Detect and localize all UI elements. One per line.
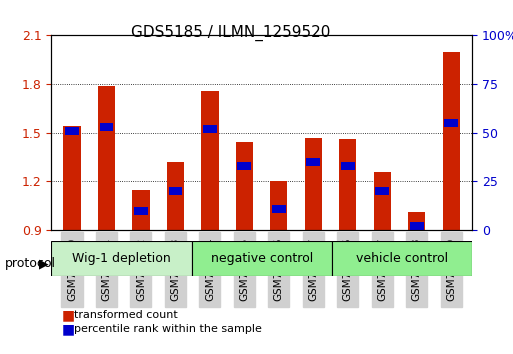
- Bar: [306, 158, 320, 166]
- Bar: [238, 162, 251, 170]
- Bar: [341, 162, 354, 170]
- FancyBboxPatch shape: [51, 241, 191, 276]
- FancyBboxPatch shape: [332, 241, 472, 276]
- Bar: [134, 207, 148, 215]
- Bar: [339, 139, 357, 230]
- Bar: [100, 123, 113, 131]
- Bar: [408, 212, 425, 230]
- Bar: [169, 187, 182, 195]
- Bar: [201, 91, 219, 230]
- Text: negative control: negative control: [210, 252, 313, 265]
- Bar: [132, 189, 150, 230]
- Bar: [444, 119, 458, 127]
- Text: ■: ■: [62, 308, 75, 322]
- Bar: [98, 86, 115, 230]
- Text: GDS5185 / ILMN_1259520: GDS5185 / ILMN_1259520: [131, 25, 330, 41]
- Bar: [167, 162, 184, 230]
- Bar: [272, 205, 286, 213]
- Bar: [376, 187, 389, 195]
- Text: protocol: protocol: [5, 257, 56, 270]
- Bar: [410, 222, 424, 230]
- Text: ■: ■: [62, 322, 75, 336]
- Bar: [64, 126, 81, 230]
- Bar: [443, 52, 460, 230]
- Bar: [305, 138, 322, 230]
- Bar: [65, 127, 79, 135]
- Text: percentile rank within the sample: percentile rank within the sample: [74, 324, 262, 334]
- Text: transformed count: transformed count: [74, 310, 178, 320]
- Text: ▶: ▶: [38, 257, 48, 270]
- FancyBboxPatch shape: [191, 241, 332, 276]
- Bar: [270, 181, 287, 230]
- Text: Wig-1 depletion: Wig-1 depletion: [72, 252, 171, 265]
- Bar: [203, 125, 217, 133]
- Text: vehicle control: vehicle control: [356, 252, 448, 265]
- Bar: [373, 172, 391, 230]
- Bar: [236, 143, 253, 230]
